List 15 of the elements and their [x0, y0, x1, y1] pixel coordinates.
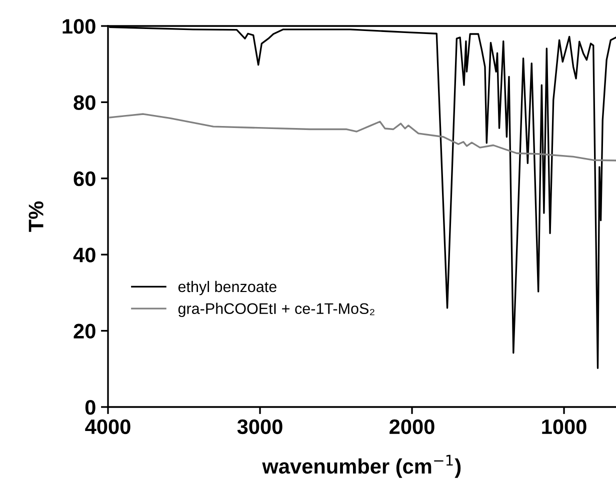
y-axis-title: T%	[28, 201, 44, 232]
x-axis-title: wavenumber (cm$^{−1}$)	[262, 454, 461, 478]
y-tick-label: 80	[74, 95, 96, 110]
y-tick-label: 20	[74, 324, 96, 339]
y-tick-label: 100	[62, 19, 96, 34]
y-tick-label: 40	[73, 248, 96, 262]
line-series	[109, 113, 616, 162]
x-tick-label: 3000	[237, 419, 282, 434]
y-tick-label: 60	[74, 171, 96, 186]
legend-label: gra-PhCOOEtI + ce-1T-MoS₂	[178, 302, 374, 318]
x-tick-label: 1000	[542, 419, 586, 434]
legend-label: ethyl benzoate	[178, 280, 276, 296]
x-tick-label: 2000	[390, 419, 434, 434]
y-tick-label: 0	[85, 400, 96, 415]
x-tick-label: 4000	[85, 419, 130, 434]
